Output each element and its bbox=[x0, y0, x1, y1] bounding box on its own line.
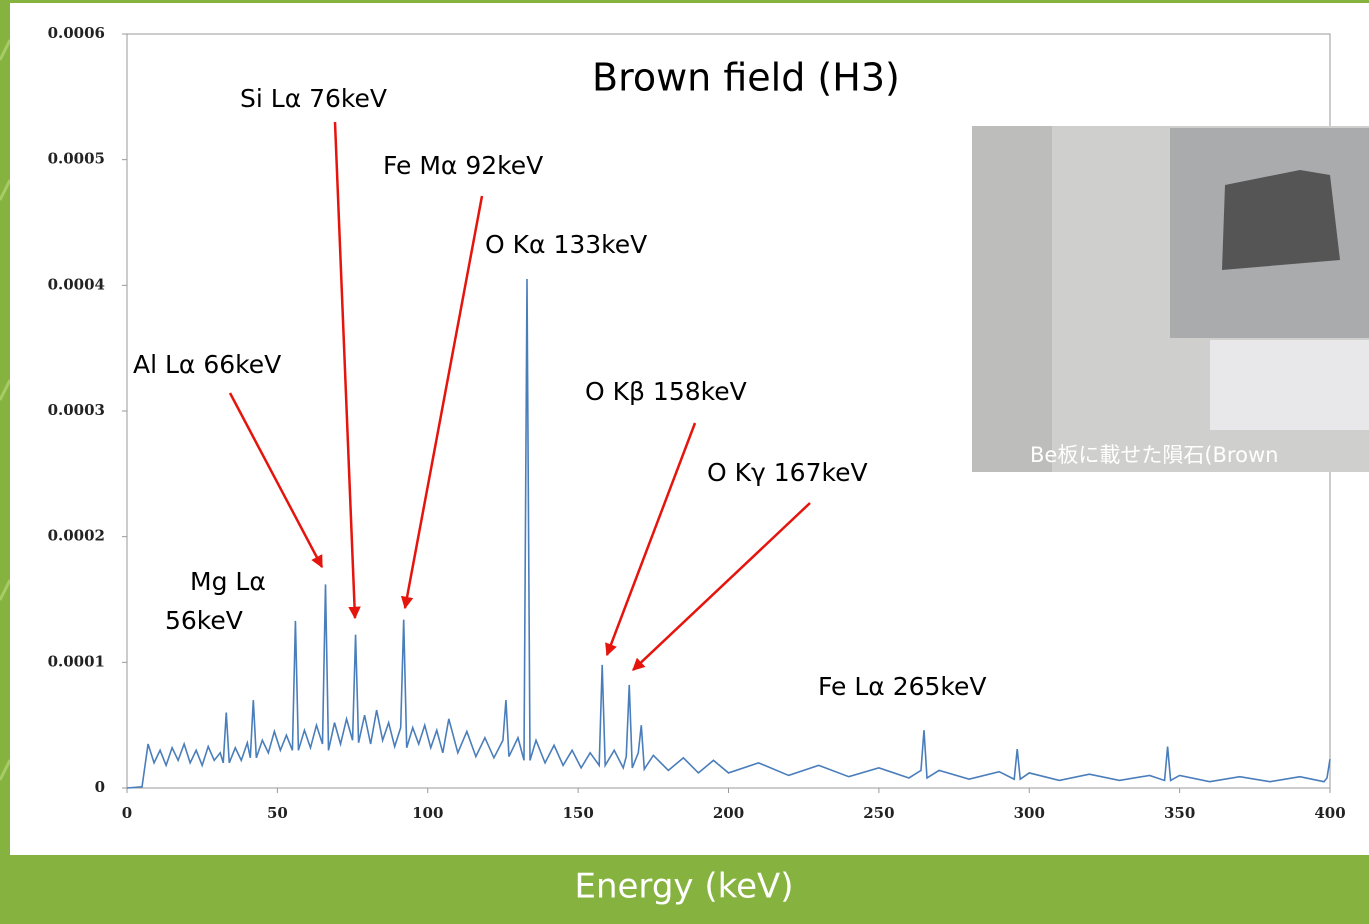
annotation: O Kβ 158keV bbox=[585, 377, 747, 406]
arrows bbox=[228, 121, 811, 671]
x-tick-label: 250 bbox=[863, 804, 894, 822]
annotation: Al Lα 66keV bbox=[133, 350, 281, 379]
x-tick-label: 150 bbox=[562, 804, 593, 822]
x-tick-label: 300 bbox=[1014, 804, 1045, 822]
y-tick-label: 0.0002 bbox=[48, 527, 105, 545]
annotation: Fe Lα 265keV bbox=[818, 672, 986, 701]
annotation: Si Lα 76keV bbox=[240, 84, 387, 113]
x-tick-label: 350 bbox=[1164, 804, 1195, 822]
x-tick-label: 100 bbox=[412, 804, 443, 822]
y-tick-label: 0.0003 bbox=[48, 401, 105, 419]
inset-photo bbox=[972, 126, 1369, 472]
decoration bbox=[0, 39, 12, 781]
inset-caption: Be板に載せた隕石(Brown bbox=[1030, 443, 1278, 467]
y-tick-label: 0.0006 bbox=[48, 24, 105, 42]
x-tick-label: 0 bbox=[122, 804, 132, 822]
x-axis-label: Energy (keV) bbox=[574, 867, 793, 907]
y-tick-label: 0.0001 bbox=[48, 652, 105, 670]
annotation: O Kγ 167keV bbox=[707, 458, 868, 487]
y-tick-label: 0 bbox=[95, 778, 105, 796]
annotation: Fe Mα 92keV bbox=[383, 151, 543, 180]
x-tick-label: 200 bbox=[713, 804, 744, 822]
spectrum-line bbox=[126, 279, 1331, 789]
annotation: 56keV bbox=[165, 606, 243, 635]
annotation: O Kα 133keV bbox=[485, 230, 647, 259]
x-tick-label: 400 bbox=[1314, 804, 1345, 822]
y-tick-label: 0.0005 bbox=[48, 150, 105, 168]
x-tick-label: 50 bbox=[267, 804, 288, 822]
y-tick-label: 0.0004 bbox=[48, 275, 105, 293]
chart-title: Brown field (H3) bbox=[592, 56, 900, 100]
annotation: Mg Lα bbox=[190, 567, 266, 596]
